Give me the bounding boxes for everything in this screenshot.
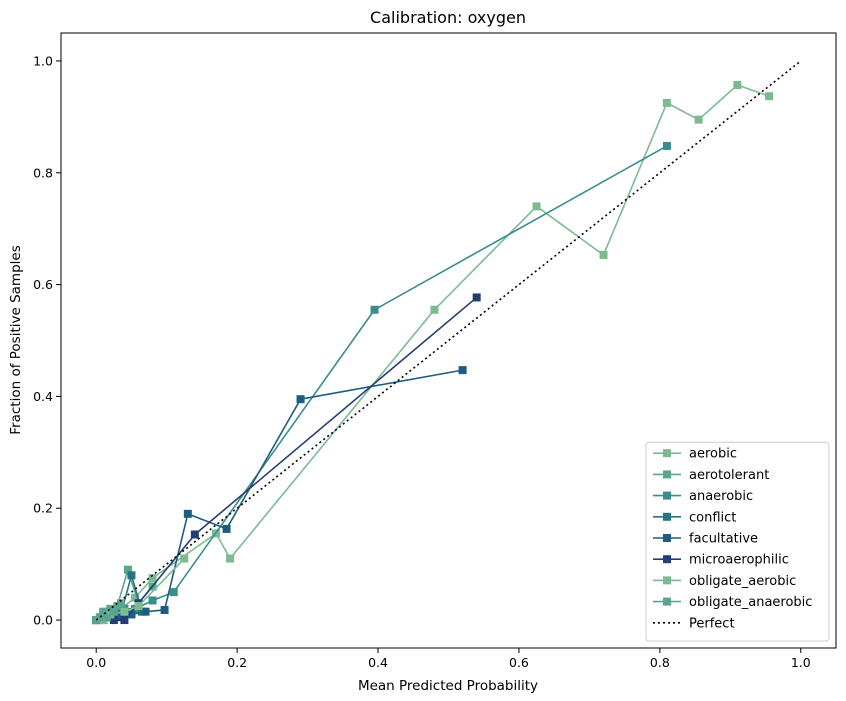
data-point — [148, 574, 157, 583]
data-point — [120, 607, 129, 616]
y-tick-label: 0.8 — [33, 165, 53, 180]
data-point — [532, 202, 541, 211]
legend-item-aerotolerant: aerotolerant — [653, 468, 769, 483]
chart-title: Calibration: oxygen — [370, 8, 526, 27]
data-point — [694, 115, 703, 124]
data-point — [141, 607, 150, 616]
x-tick-label: 0.2 — [227, 655, 247, 670]
data-point — [160, 605, 169, 614]
data-point — [120, 616, 129, 625]
data-point — [190, 530, 199, 539]
data-point — [370, 305, 379, 314]
data-point — [123, 565, 132, 574]
data-point — [226, 554, 235, 563]
legend: aerobic aerotolerant anaerobic conflict facu… — [645, 441, 830, 642]
x-tick-label: 0.4 — [368, 655, 388, 670]
legend-item-anaerobic: anaerobic — [653, 489, 753, 504]
y-axis: 0.0 0.2 0.4 0.6 0.8 1.0 — [33, 53, 61, 628]
data-point — [109, 607, 118, 616]
plot-frame — [60, 32, 837, 649]
legend-item-microaerophilic: microaerophilic — [653, 553, 789, 568]
data-point — [134, 602, 143, 611]
x-axis-label: Mean Predicted Probability — [358, 678, 538, 694]
x-tick-label: 0.6 — [509, 655, 529, 670]
legend-label: facultative — [689, 532, 758, 547]
data-point — [99, 607, 108, 616]
data-point — [116, 599, 125, 608]
legend-item-obligate-anaerobic: obligate_anaerobic — [653, 595, 812, 610]
data-point — [127, 571, 136, 580]
data-point — [662, 141, 671, 150]
data-point — [183, 509, 192, 518]
legend-item-aerobic: aerobic — [653, 447, 737, 462]
legend-swatch-marker — [663, 555, 671, 564]
data-point — [222, 524, 231, 533]
y-tick-label: 0.0 — [33, 613, 53, 628]
legend-item-obligate-aerobic: obligate_aerobic — [653, 574, 796, 589]
data-point — [458, 366, 467, 375]
legend-swatch-marker — [663, 470, 671, 479]
legend-swatch-marker — [663, 512, 671, 521]
legend-label: microaerophilic — [689, 553, 789, 568]
data-point — [430, 305, 439, 314]
data-point — [95, 613, 104, 622]
data-point — [109, 616, 118, 625]
data-point — [765, 92, 774, 101]
legend-swatch-marker — [663, 491, 671, 500]
x-axis: 0.0 0.2 0.4 0.6 0.8 1.0 — [86, 648, 811, 670]
legend-label: aerotolerant — [689, 468, 769, 483]
legend-item-Perfect: Perfect — [653, 616, 735, 631]
y-tick-label: 0.2 — [33, 501, 53, 516]
legend-box — [645, 441, 830, 642]
data-point — [180, 554, 189, 563]
legend-swatch-marker — [663, 534, 671, 542]
data-point — [662, 98, 671, 107]
data-point — [169, 588, 178, 597]
series-layer — [92, 60, 802, 625]
legend-swatch-marker — [663, 576, 671, 585]
x-tick-label: 0.8 — [650, 655, 670, 670]
legend-label: aerobic — [689, 447, 737, 462]
data-point — [296, 395, 305, 404]
data-point — [148, 596, 157, 605]
y-tick-label: 0.6 — [33, 277, 53, 292]
y-axis-label: Fraction of Positive Samples — [8, 245, 24, 434]
x-tick-label: 0.0 — [86, 655, 106, 670]
legend-item-conflict: conflict — [653, 510, 736, 525]
y-tick-label: 0.4 — [33, 389, 53, 404]
legend-label: Perfect — [689, 616, 735, 631]
y-tick-label: 1.0 — [33, 53, 53, 68]
legend-swatch-marker — [663, 449, 671, 458]
data-point — [130, 593, 139, 602]
legend-swatch-marker — [663, 597, 671, 606]
data-point — [733, 80, 742, 89]
data-point — [127, 610, 136, 619]
legend-label: obligate_anaerobic — [689, 595, 812, 610]
legend-label: anaerobic — [689, 489, 753, 504]
x-tick-label: 1.0 — [791, 655, 811, 670]
data-point — [472, 293, 481, 302]
legend-label: conflict — [689, 510, 736, 525]
data-point — [599, 250, 608, 259]
legend-item-facultative: facultative — [653, 532, 758, 547]
legend-label: obligate_aerobic — [689, 574, 796, 589]
data-point — [102, 613, 111, 622]
